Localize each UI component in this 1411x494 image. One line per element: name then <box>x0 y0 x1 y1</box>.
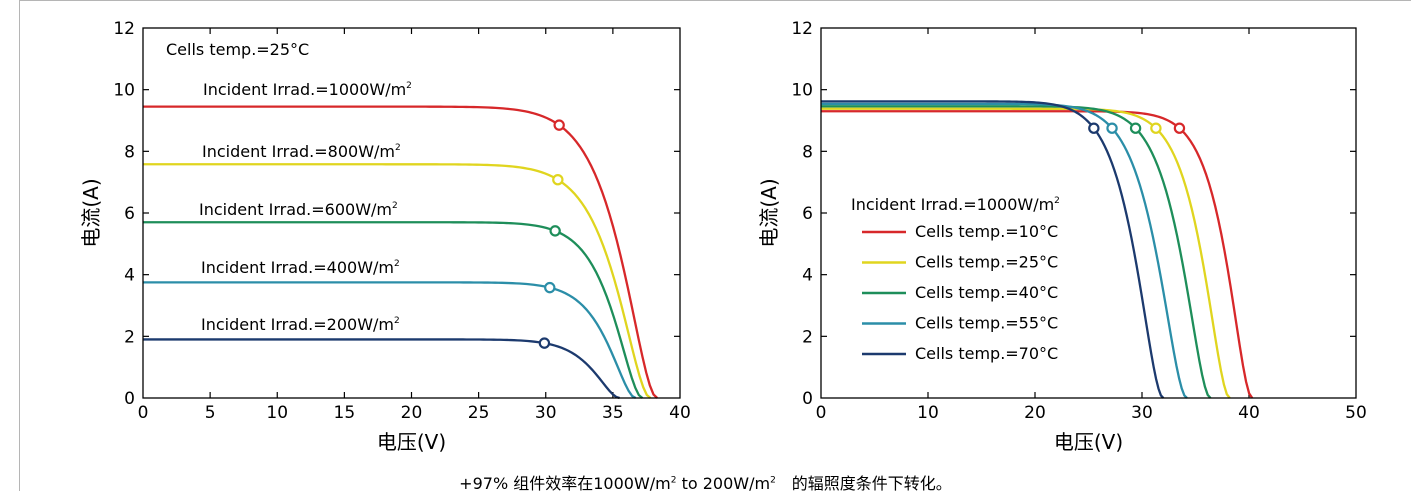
chart2-legend-entry-2: Cells temp.=25°C <box>915 253 1058 272</box>
chart1-y-tick-label: 12 <box>113 19 135 39</box>
chart1-x-tick-label: 25 <box>468 403 490 423</box>
chart1-series-label-3: Incident Irrad.=600W/m2 <box>199 200 398 219</box>
chart1-series-label-5: Incident Irrad.=200W/m2 <box>201 315 400 334</box>
chart1-mpp-marker-2 <box>552 173 564 186</box>
chart1-series-line-2 <box>143 163 652 399</box>
caption-prefix: +97% 组件效率在1000W/m <box>459 474 671 493</box>
chart1-y-tick-label: 2 <box>124 327 135 347</box>
chart2-x-tick-label: 20 <box>1024 403 1046 423</box>
chart2-series-line-3 <box>821 105 1212 399</box>
chart2-legend-title: Incident Irrad.=1000W/m2 <box>851 195 1060 214</box>
chart2-legend-entry-3: Cells temp.=40°C <box>915 283 1058 302</box>
chart2-y-tick-label: 10 <box>791 81 813 101</box>
chart1-x-tick-label: 10 <box>266 403 288 423</box>
chart1-series-label-4: Incident Irrad.=400W/m2 <box>201 258 400 277</box>
caption-sup-2: 2 <box>770 475 776 486</box>
frame-left-border <box>19 0 20 491</box>
chart1-series-label-1: Incident Irrad.=1000W/m2 <box>203 80 412 99</box>
chart1-x-axis-title: 电压(V) <box>377 430 446 454</box>
chart2-y-tick-label: 4 <box>802 266 813 286</box>
chart1-x-tick-label: 15 <box>334 403 356 423</box>
chart2-plot-frame <box>820 27 1357 399</box>
frame-top-border <box>19 0 1411 1</box>
chart1-mpp-marker-1 <box>553 119 565 131</box>
chart1-series-line-1 <box>143 105 658 399</box>
chart2-y-tick-label: 2 <box>802 327 813 347</box>
caption-sup-1: 2 <box>670 475 677 486</box>
caption-middle: to 200W/m <box>676 474 771 493</box>
chart1-series-line-3 <box>143 221 644 399</box>
chart1-x-tick-label: 30 <box>535 403 557 423</box>
chart2-series-line-2 <box>821 107 1231 399</box>
chart1-mpp-marker-4 <box>544 281 556 294</box>
chart1-x-tick-label: 5 <box>205 403 216 423</box>
chart1-x-tick-label: 40 <box>669 403 691 423</box>
chart2-mpp-marker-1 <box>1173 122 1186 134</box>
caption: +97% 组件效率在1000W/m2 to 200W/m2 的辐照度条件下转化。 <box>0 470 1411 494</box>
chart2-mpp-marker-4 <box>1106 122 1118 134</box>
chart2-x-tick-label: 0 <box>816 403 827 423</box>
chart1-y-tick-label: 10 <box>113 81 135 101</box>
chart1-mpp-marker-5 <box>538 337 551 349</box>
chart1-mpp-marker-3 <box>549 225 561 237</box>
chart2-mpp-marker-5 <box>1088 122 1100 134</box>
chart2-series-line-5 <box>821 100 1165 399</box>
chart1-y-tick-label: 8 <box>124 142 135 162</box>
chart2-legend-entry-5: Cells temp.=70°C <box>915 344 1058 363</box>
chart1-annotation: Cells temp.=25°C <box>166 40 309 59</box>
chart2-y-tick-label: 6 <box>802 204 813 224</box>
chart2-mpp-marker-3 <box>1129 122 1142 134</box>
caption-suffix: 的辐照度条件下转化。 <box>775 474 952 493</box>
chart2-legend-entry-1: Cells temp.=10°C <box>915 222 1058 241</box>
chart2-x-axis-title: 电压(V) <box>1054 430 1123 454</box>
chart2-y-axis-title: 电流(A) <box>757 178 781 247</box>
chart1-y-tick-label: 6 <box>124 204 135 224</box>
chart2-x-tick-label: 30 <box>1131 403 1153 423</box>
chart2-y-tick-label: 8 <box>802 142 813 162</box>
chart2-x-tick-label: 40 <box>1238 403 1260 423</box>
chart1-y-tick-label: 4 <box>124 266 135 286</box>
chart2-x-tick-label: 50 <box>1345 403 1367 423</box>
chart1-series-label-2: Incident Irrad.=800W/m2 <box>202 142 401 161</box>
chart2-y-tick-label: 0 <box>802 389 813 409</box>
chart2-series-line-4 <box>821 102 1188 399</box>
chart1-x-tick-label: 20 <box>401 403 423 423</box>
chart1-x-tick-label: 0 <box>138 403 149 423</box>
chart2-mpp-marker-2 <box>1150 122 1162 134</box>
chart2-x-tick-label: 10 <box>917 403 939 423</box>
chart2-legend-entry-4: Cells temp.=55°C <box>915 314 1058 333</box>
chart1-plot-frame <box>142 27 681 399</box>
chart1-x-tick-label: 35 <box>602 403 624 423</box>
chart1-y-axis-title: 电流(A) <box>79 178 103 247</box>
chart2-y-tick-label: 12 <box>791 19 813 39</box>
chart1-series-line-5 <box>143 338 620 400</box>
chart1-y-tick-label: 0 <box>124 389 135 409</box>
